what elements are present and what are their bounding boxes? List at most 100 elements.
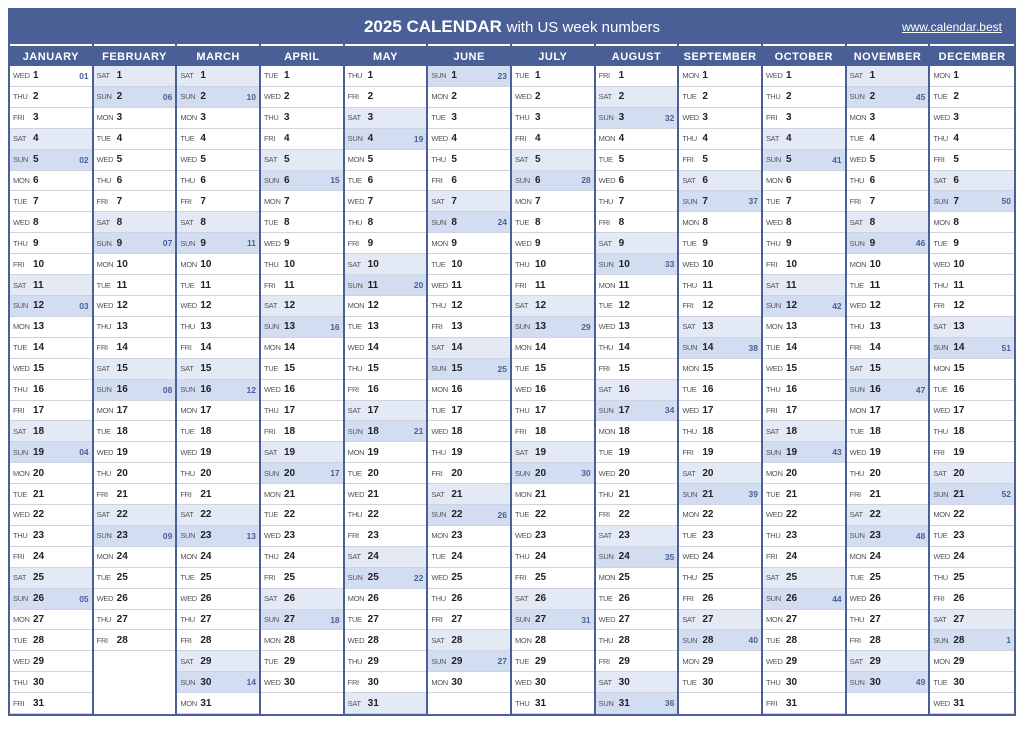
- day-number: 1: [117, 70, 123, 81]
- day-cell: MON8: [679, 212, 761, 233]
- day-of-week-label: SUN: [180, 678, 200, 687]
- day-cell: WED26: [847, 589, 929, 610]
- day-number: 5: [117, 154, 123, 165]
- day-of-week-label: FRI: [431, 615, 451, 624]
- day-of-week-label: SAT: [515, 155, 535, 164]
- day-of-week-label: MON: [431, 678, 451, 687]
- day-cell: FRI18: [512, 421, 594, 442]
- day-of-week-label: THU: [348, 510, 368, 519]
- day-of-week-label: FRI: [766, 260, 786, 269]
- day-number: 29: [786, 656, 797, 667]
- day-cell: TUE18: [847, 421, 929, 442]
- day-number: 6: [33, 175, 39, 186]
- day-cell: SAT8: [94, 212, 176, 233]
- day-cell: TUE23: [930, 526, 1014, 547]
- day-cell: WED22: [763, 505, 845, 526]
- day-number: 25: [786, 572, 797, 583]
- day-of-week-label: TUE: [515, 364, 535, 373]
- day-number: 7: [451, 196, 457, 207]
- day-cell: SUN824: [428, 212, 510, 233]
- day-of-week-label: TUE: [515, 71, 535, 80]
- day-cell: SUN1329: [512, 317, 594, 338]
- day-cell: FRI31: [763, 693, 845, 714]
- day-number: 6: [619, 175, 625, 186]
- day-cell: SUN281: [930, 630, 1014, 651]
- day-cell: MON13: [763, 317, 845, 338]
- day-cell: TUE9: [930, 233, 1014, 254]
- day-of-week-label: THU: [431, 594, 451, 603]
- day-of-week-label: SAT: [766, 573, 786, 582]
- week-number: 04: [79, 447, 88, 457]
- day-cell: THU23: [763, 526, 845, 547]
- day-cell: FRI24: [763, 547, 845, 568]
- day-cell: THU2: [10, 87, 92, 108]
- day-number: 4: [451, 133, 457, 144]
- day-of-week-label: TUE: [933, 531, 953, 540]
- day-number: 13: [953, 321, 964, 332]
- day-number: 21: [786, 489, 797, 500]
- day-of-week-label: SAT: [348, 699, 368, 708]
- day-cell: MON31: [177, 693, 259, 714]
- day-number: 15: [451, 363, 462, 374]
- day-cell: TUE21: [10, 484, 92, 505]
- day-cell: THU4: [930, 129, 1014, 150]
- week-number: 40: [749, 635, 758, 645]
- day-cell: FRI25: [261, 568, 343, 589]
- day-number: 30: [786, 677, 797, 688]
- day-of-week-label: SAT: [599, 92, 619, 101]
- day-number: 20: [619, 468, 630, 479]
- day-of-week-label: MON: [766, 615, 786, 624]
- day-cell: TUE11: [177, 275, 259, 296]
- day-number: 18: [870, 426, 881, 437]
- day-cell: FRI21: [177, 484, 259, 505]
- day-number: 6: [117, 175, 123, 186]
- day-cell: SAT3: [345, 108, 427, 129]
- day-of-week-label: THU: [515, 113, 535, 122]
- day-of-week-label: TUE: [933, 385, 953, 394]
- day-number: 8: [786, 217, 792, 228]
- day-of-week-label: FRI: [515, 427, 535, 436]
- day-of-week-label: SUN: [599, 113, 619, 122]
- day-number: 19: [33, 447, 44, 458]
- day-cell: FRI2: [345, 87, 427, 108]
- day-cell: MON29: [930, 651, 1014, 672]
- day-cell: THU11: [679, 275, 761, 296]
- day-of-week-label: TUE: [264, 657, 284, 666]
- day-of-week-label: FRI: [13, 699, 33, 708]
- day-of-week-label: THU: [348, 218, 368, 227]
- site-link[interactable]: www.calendar.best: [902, 20, 1002, 34]
- day-cell: SAT1: [847, 66, 929, 87]
- day-number: 3: [200, 112, 206, 123]
- day-of-week-label: MON: [348, 594, 368, 603]
- day-cell: THU15: [345, 359, 427, 380]
- title-bar: 2025 CALENDAR with US week numbers www.c…: [10, 10, 1014, 44]
- day-number: 6: [284, 175, 290, 186]
- day-cell: WED8: [763, 212, 845, 233]
- day-number: 14: [33, 342, 44, 353]
- day-of-week-label: TUE: [264, 364, 284, 373]
- day-number: 20: [702, 468, 713, 479]
- day-cell: MON8: [930, 212, 1014, 233]
- day-of-week-label: MON: [264, 197, 284, 206]
- day-cell: THU18: [679, 421, 761, 442]
- day-cell: SAT1: [177, 66, 259, 87]
- week-number: 48: [916, 531, 925, 541]
- day-cell: WED10: [930, 254, 1014, 275]
- day-number: 27: [702, 614, 713, 625]
- month-header: DECEMBER: [930, 44, 1014, 66]
- title-main-text: 2025 CALENDAR: [364, 17, 502, 36]
- day-number: 25: [368, 572, 379, 583]
- day-cell: TUE20: [345, 463, 427, 484]
- day-cell: MON27: [763, 610, 845, 631]
- day-cell: FRI14: [94, 338, 176, 359]
- day-of-week-label: SAT: [431, 636, 451, 645]
- day-number: 5: [953, 154, 959, 165]
- day-cell: MON23: [428, 526, 510, 547]
- day-cell: SUN2522: [345, 568, 427, 589]
- month-column: AUGUSTFRI1SAT2SUN332MON4TUE5WED6THU7FRI8…: [596, 44, 680, 714]
- day-cell: SUN2139: [679, 484, 761, 505]
- day-number: 22: [619, 509, 630, 520]
- day-of-week-label: SAT: [97, 71, 117, 80]
- day-number: 25: [535, 572, 546, 583]
- day-number: 9: [535, 238, 541, 249]
